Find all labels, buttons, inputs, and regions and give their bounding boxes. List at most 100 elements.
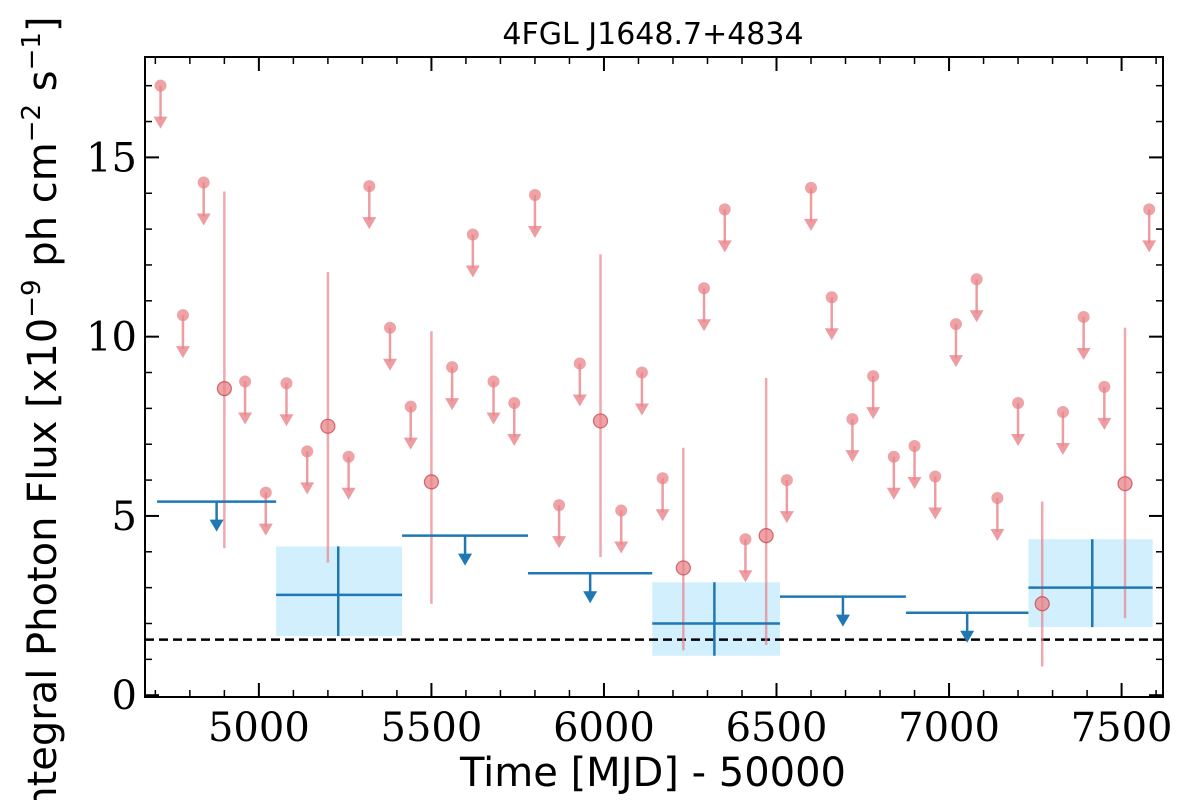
short-bin-upper-limit-arrow bbox=[614, 541, 629, 554]
chart-title: 4FGL J1648.7+4834 bbox=[502, 17, 803, 52]
short-bin-upper-limit-point bbox=[176, 309, 189, 322]
short-bin-upper-limit-arrow bbox=[655, 509, 670, 522]
long-bin-upper-limit-arrow bbox=[458, 553, 473, 566]
short-bin-upper-limit-point bbox=[780, 474, 793, 487]
short-bin-upper-limit-point bbox=[404, 400, 417, 413]
short-bin-upper-limit-arrow bbox=[445, 398, 460, 411]
short-bin-upper-limit-arrow bbox=[738, 570, 753, 583]
short-bin-upper-limit-point bbox=[887, 450, 900, 463]
short-bin-upper-limit-point bbox=[508, 396, 521, 409]
long-bin-error-box bbox=[1028, 539, 1153, 628]
short-bin-upper-limit-arrow bbox=[969, 310, 984, 323]
x-tick-label: 7500 bbox=[1071, 705, 1173, 751]
short-bin-upper-limit-arrow bbox=[1076, 347, 1091, 360]
short-bin-upper-limit-point bbox=[718, 203, 731, 216]
short-bin-upper-limit-arrow bbox=[300, 482, 315, 495]
short-bin-upper-limit-arrow bbox=[990, 529, 1005, 542]
short-bin-upper-limit-point bbox=[908, 440, 921, 453]
short-bin-upper-limit-arrow bbox=[403, 437, 418, 450]
short-bin-point bbox=[675, 560, 691, 576]
x-tick-label: 5000 bbox=[208, 705, 310, 751]
short-bin-upper-limit-arrow bbox=[845, 450, 860, 463]
x-tick-label: 7000 bbox=[898, 705, 1000, 751]
short-bin-upper-limit-arrow bbox=[779, 511, 794, 524]
long-bin-error-box bbox=[652, 582, 780, 656]
short-bin-upper-limit-point bbox=[615, 504, 628, 517]
short-bin-upper-limit-arrow bbox=[886, 487, 901, 500]
short-bin-point bbox=[1034, 596, 1050, 612]
y-tick-label: 5 bbox=[112, 494, 137, 540]
short-bin-upper-limit-arrow bbox=[383, 358, 398, 371]
y-tick-label: 10 bbox=[86, 315, 137, 361]
long-bin-upper-limit-arrow bbox=[583, 591, 598, 604]
short-bin-upper-limit-point bbox=[259, 486, 272, 499]
short-bin-point bbox=[216, 381, 232, 397]
long-bin-upper-limit-arrow bbox=[835, 614, 850, 627]
short-bin-upper-limit-point bbox=[197, 176, 210, 189]
short-bin-upper-limit-arrow bbox=[552, 536, 567, 549]
short-bin-point bbox=[320, 418, 336, 434]
long-bin-upper-limit-arrow bbox=[960, 630, 975, 643]
short-bin-upper-limit-point bbox=[656, 472, 669, 485]
short-bin-upper-limit-point bbox=[487, 375, 500, 388]
short-bin-upper-limit-arrow bbox=[1055, 442, 1070, 455]
short-bin-upper-limit-point bbox=[929, 470, 942, 483]
short-bin-upper-limit-arrow bbox=[948, 355, 963, 368]
short-bin-point bbox=[758, 528, 774, 544]
short-bin-upper-limit-arrow bbox=[258, 523, 273, 536]
short-bin-upper-limit-arrow bbox=[572, 394, 587, 407]
y-tick-label: 15 bbox=[86, 135, 137, 181]
short-bin-upper-limit-point bbox=[384, 321, 397, 334]
short-bin-upper-limit-point bbox=[1012, 396, 1025, 409]
short-bin-upper-limit-point bbox=[446, 361, 459, 374]
y-axis-label: Integral Photon Flux [x10−9 ph cm−2 s−1] bbox=[17, 16, 66, 800]
short-bin-upper-limit-point bbox=[867, 370, 880, 383]
short-bin-upper-limit-arrow bbox=[196, 213, 211, 226]
short-bin-upper-limit-arrow bbox=[341, 487, 356, 500]
short-bin-upper-limit-arrow bbox=[717, 240, 732, 253]
short-bin-upper-limit-arrow bbox=[279, 414, 294, 427]
short-bin-upper-limit-point bbox=[949, 318, 962, 331]
x-tick-label: 5500 bbox=[381, 705, 483, 751]
short-bin-upper-limit-point bbox=[698, 282, 711, 295]
short-bin-upper-limit-point bbox=[1056, 405, 1069, 418]
x-tick-label: 6500 bbox=[726, 705, 828, 751]
short-bin-upper-limit-point bbox=[635, 366, 648, 379]
short-bin-upper-limit-arrow bbox=[866, 407, 881, 420]
short-bin-upper-limit-point bbox=[1077, 310, 1090, 323]
short-bin-upper-limit-point bbox=[553, 499, 566, 512]
x-axis-label: Time [MJD] - 50000 bbox=[459, 750, 846, 796]
short-bin-upper-limit-point bbox=[363, 180, 376, 193]
short-bin-upper-limit-point bbox=[154, 79, 167, 92]
short-bin-upper-limit-arrow bbox=[507, 433, 522, 446]
short-bin-upper-limit-point bbox=[573, 357, 586, 370]
short-bin-upper-limit-point bbox=[342, 450, 355, 463]
short-bin-upper-limit-arrow bbox=[175, 346, 190, 359]
short-bin-upper-limit-arrow bbox=[1097, 417, 1112, 430]
short-bin-upper-limit-point bbox=[528, 189, 541, 202]
axes: 5000 5500 6000 6500 7000 7500 0 5 10 15 bbox=[86, 56, 1173, 751]
short-bin-upper-limit-point bbox=[805, 181, 818, 194]
short-bin-point bbox=[423, 474, 440, 490]
short-bin-upper-limit-arrow bbox=[527, 226, 542, 239]
short-bin-upper-limit-arrow bbox=[697, 319, 712, 332]
short-bin-upper-limit-point bbox=[280, 377, 293, 390]
short-bin-upper-limit-point bbox=[1098, 380, 1111, 393]
short-bin-upper-limit-arrow bbox=[804, 218, 819, 231]
short-bin-upper-limit-arrow bbox=[362, 217, 377, 230]
short-bin-upper-limit-point bbox=[301, 445, 314, 458]
plot-area bbox=[145, 79, 1163, 667]
short-bin-upper-limit-arrow bbox=[465, 265, 480, 278]
short-bin-point bbox=[1117, 476, 1133, 492]
short-bin-upper-limit-point bbox=[970, 273, 983, 286]
short-bin-upper-limit-point bbox=[825, 291, 838, 304]
short-bin-upper-limit-arrow bbox=[153, 116, 168, 129]
short-bin-upper-limit-arrow bbox=[907, 477, 922, 490]
short-bin-upper-limit-point bbox=[991, 492, 1004, 505]
short-bin-upper-limit-arrow bbox=[928, 507, 943, 520]
short-bin-upper-limit-point bbox=[739, 533, 752, 546]
long-bin-upper-limit-arrow bbox=[209, 519, 224, 532]
plot-frame bbox=[144, 56, 1164, 698]
short-bin-point bbox=[592, 413, 609, 429]
